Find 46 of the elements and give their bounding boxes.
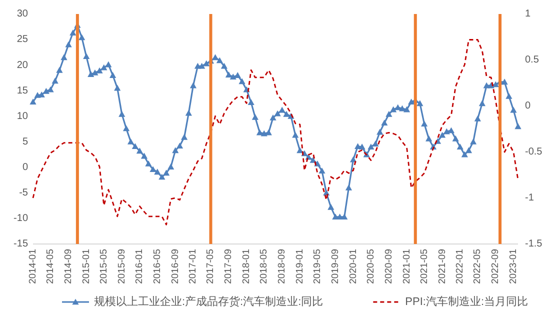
y-tick-label: 10 [16,110,28,122]
x-tick-label: 2020-09 [383,249,394,284]
x-tick-label: 2018-09 [276,249,288,284]
y-tick-label: 20 [16,60,28,71]
x-tick-label: 2021-05 [418,249,430,284]
y2-tick-label: 1 [525,8,531,20]
x-tick-label: 2018-01 [241,249,252,284]
x-tick-label: 2017-05 [205,249,216,284]
y-tick-label: 30 [16,8,28,20]
x-tick-label: 2021-01 [401,249,412,284]
y-tick-label: 5 [22,136,28,148]
y-tick-label: -10 [14,213,28,224]
x-tick-label: 2022-01 [454,249,466,284]
x-tick-label: 2016-01 [134,249,146,284]
x-tick-label: 2015-09 [116,249,128,284]
y-tick-label: 0 [22,162,28,173]
x-tick-label: 2019-05 [312,249,323,284]
x-tick-label: 2020-05 [365,249,376,284]
y-tick-label: -5 [19,188,28,199]
y2-tick-label: -0.5 [525,146,543,158]
y-tick-label: 25 [16,34,28,46]
x-tick-label: 2020-01 [348,249,359,284]
x-tick-label: 2019-09 [330,249,341,284]
legend-label: 规模以上工业企业:产成品存货:汽车制造业:同比 [94,294,324,308]
x-tick-label: 2017-09 [223,249,234,284]
y-tick-label: 15 [16,85,28,96]
x-tick-label: 2018-05 [258,249,270,284]
y2-tick-label: 0 [525,100,531,112]
x-tick-label: 2022-05 [472,249,484,284]
x-tick-label: 2019-01 [294,249,306,284]
y-tick-label: -15 [14,238,28,250]
x-tick-label: 2023-01 [508,249,519,284]
y2-tick-label: 0.5 [525,54,540,66]
x-tick-label: 2014-01 [28,249,38,284]
x-tick-label: 2017-01 [188,249,199,284]
x-tick-label: 2015-05 [98,249,110,284]
x-tick-label: 2016-05 [152,249,163,284]
y2-tick-label: -1 [525,192,534,204]
legend-label: PPI:汽车制造业:当月同比 [405,294,528,308]
x-tick-label: 2014-05 [45,249,56,284]
x-tick-label: 2016-09 [170,249,181,284]
x-tick-label: 2014-09 [63,249,74,284]
x-tick-label: 2022-09 [490,249,502,284]
x-tick-label: 2021-09 [436,249,448,284]
x-tick-label: 2015-01 [80,249,92,284]
y2-tick-label: -1.5 [525,238,543,250]
